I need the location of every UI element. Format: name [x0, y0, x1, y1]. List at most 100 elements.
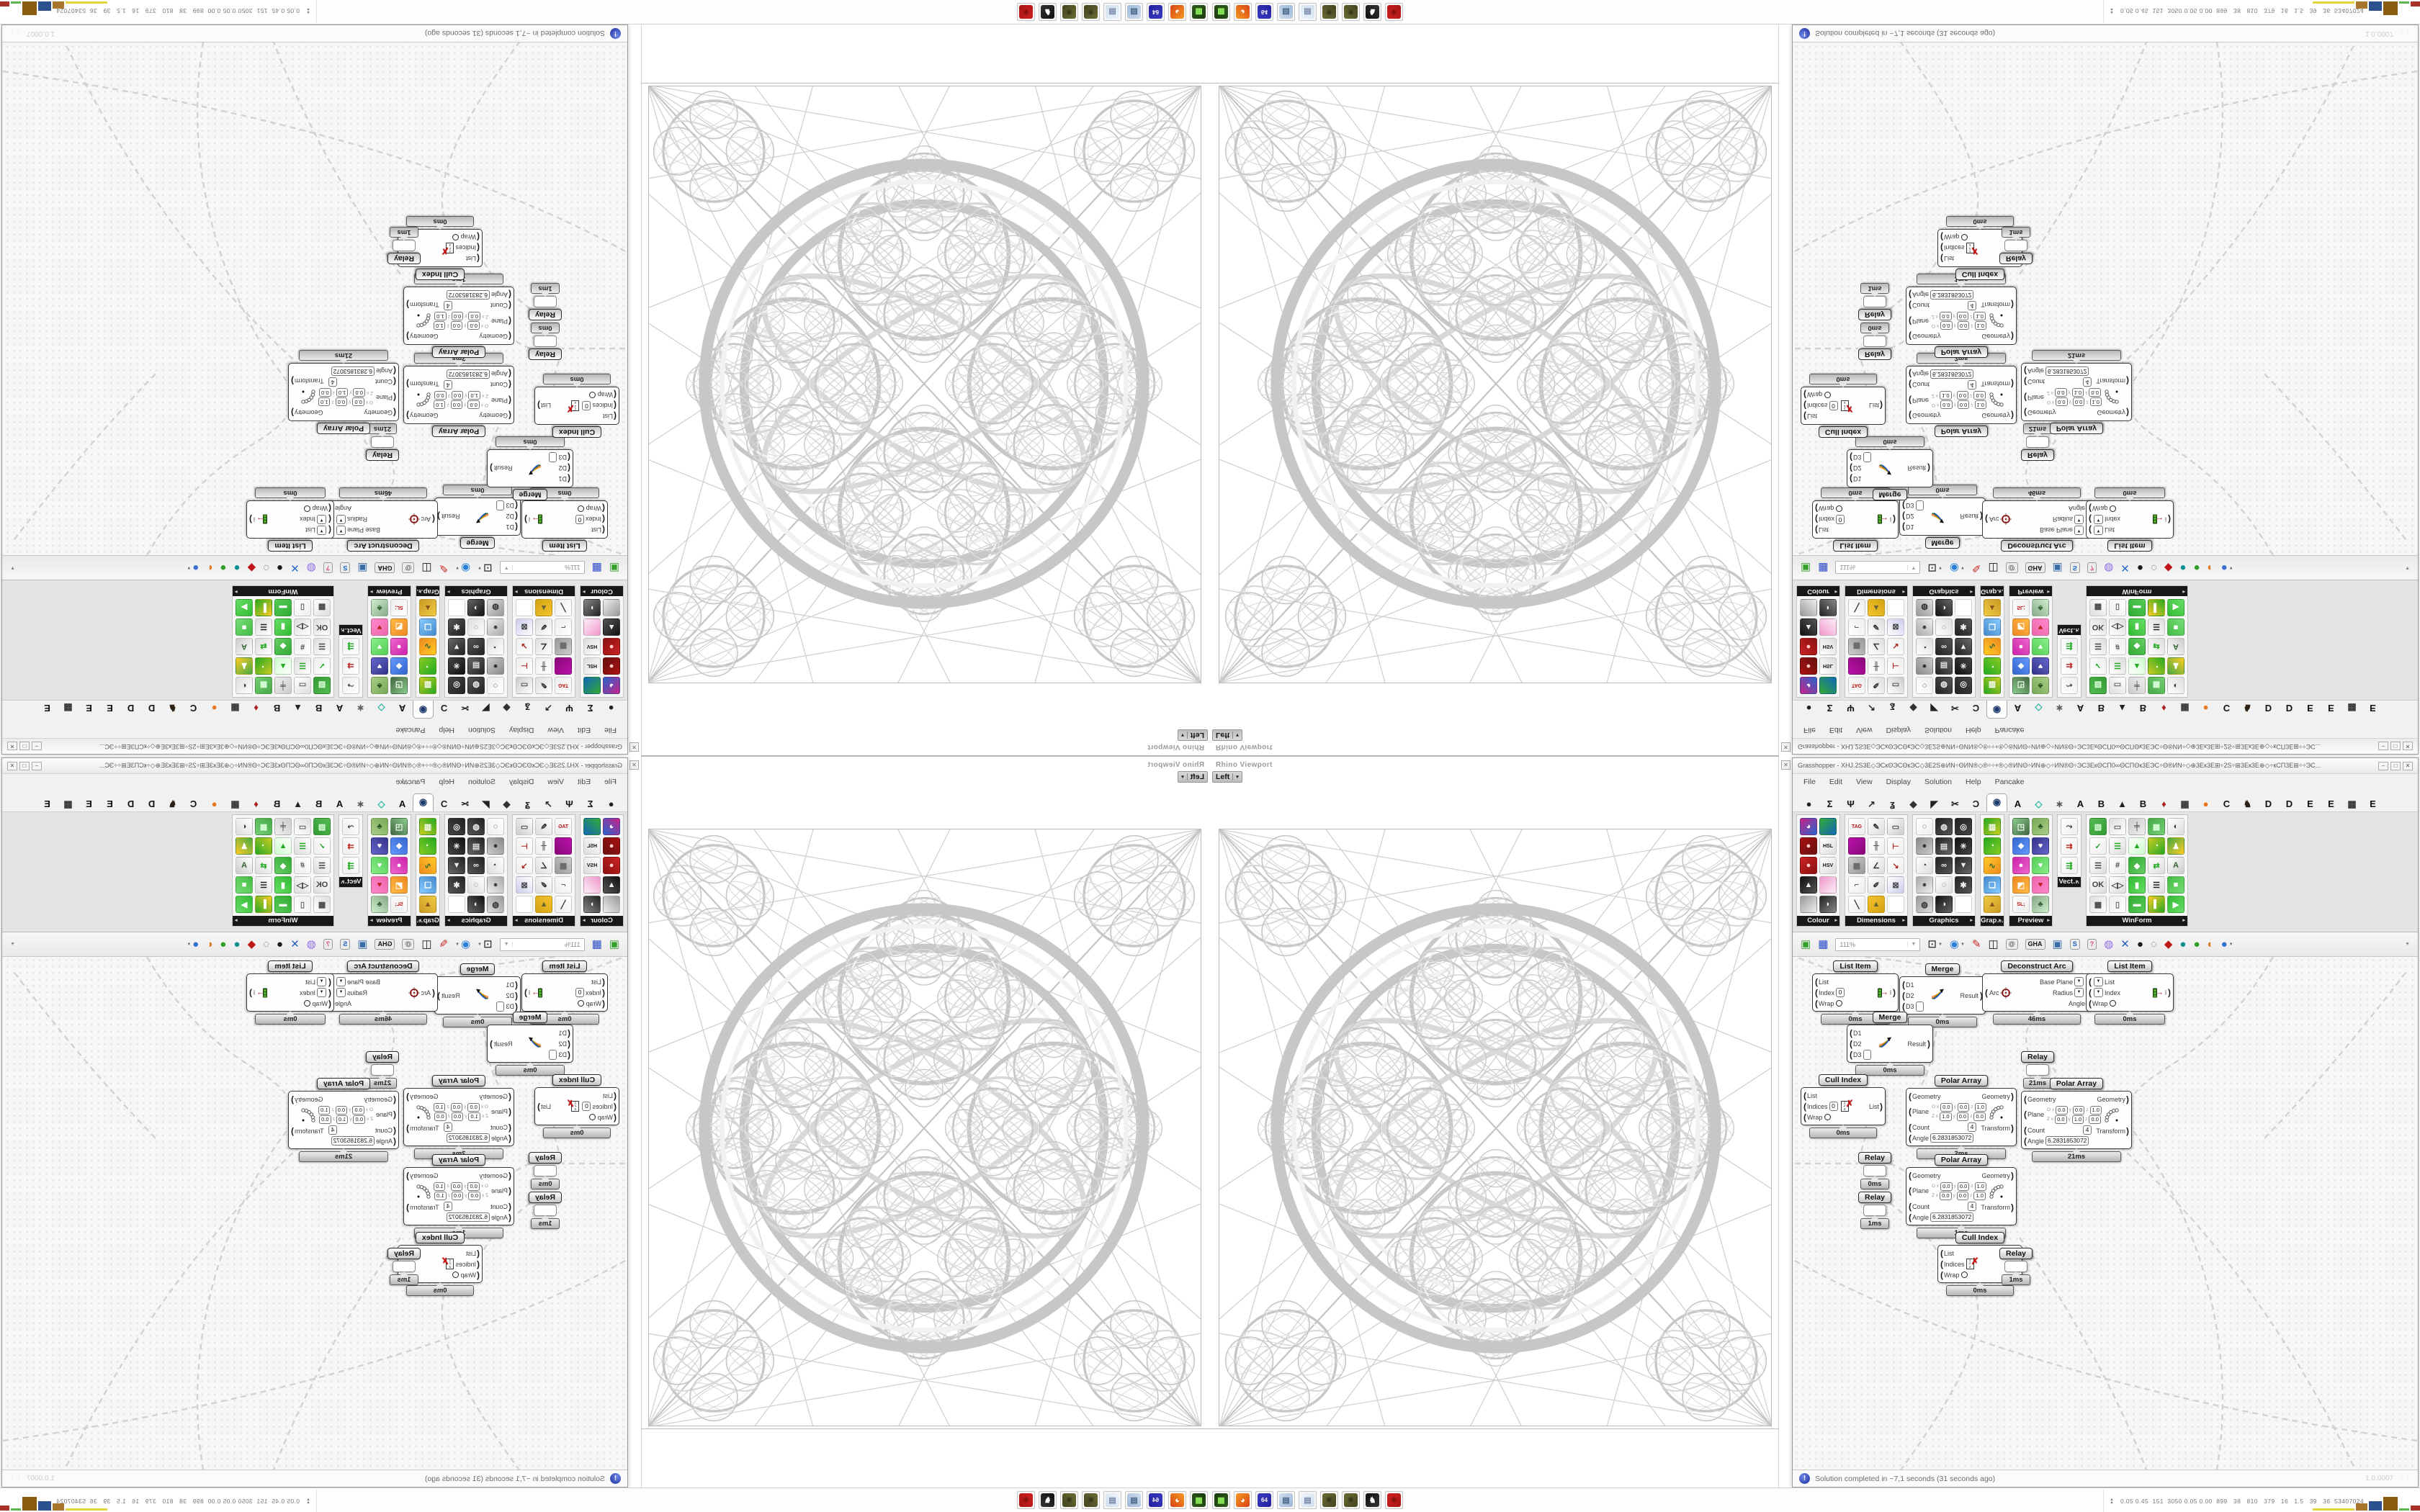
- palette-icon[interactable]: ▨: [2089, 677, 2107, 694]
- tab-17[interactable]: ♦: [2161, 703, 2166, 714]
- component-body[interactable]: (List(Index 0(Wrap → i): [1812, 973, 1899, 1012]
- palette-icon[interactable]: TAG: [1848, 677, 1865, 694]
- tab-21[interactable]: ♞: [168, 798, 177, 809]
- coin-2-icon[interactable]: ✳: [1060, 1491, 1078, 1509]
- palette-icon[interactable]: ◎: [448, 818, 465, 835]
- palette-icon[interactable]: HSV: [1819, 638, 1837, 655]
- wrap-radio[interactable]: [303, 1000, 310, 1007]
- component-body[interactable]: (Geometry(Plane O x 0.0 y 0.0 z 1.0 Z x 0.0 y 1.0 z…: [2021, 363, 2132, 421]
- palette-icon[interactable]: ◔: [2148, 837, 2165, 855]
- publish-icon[interactable]: ▣: [2052, 562, 2063, 574]
- component-body[interactable]: (Geometry(Plane O x 0.0 y 0.0 z 1.0 Z x 0.0 y 1.0 z…: [2021, 1091, 2132, 1149]
- menu-help[interactable]: Help: [439, 778, 455, 786]
- palette-icon[interactable]: ⇄: [255, 857, 272, 874]
- zoom-extents-icon[interactable]: ⊡ ▼: [1927, 562, 1942, 574]
- palette-icon[interactable]: ∞: [1935, 638, 1953, 655]
- palette-icon[interactable]: ◑: [1935, 599, 1953, 616]
- palette-icon[interactable]: HSV: [1819, 857, 1837, 874]
- sphere-wire-icon[interactable]: ◌: [263, 938, 270, 950]
- floppy-64-icon[interactable]: 64: [1147, 3, 1165, 21]
- maximize-button[interactable]: □: [19, 742, 30, 751]
- palette-icon[interactable]: ▤: [467, 657, 485, 675]
- wrap-radio[interactable]: [1824, 392, 1832, 398]
- palette-icon[interactable]: ⊠: [516, 618, 533, 636]
- palette-icon[interactable]: ▥: [419, 677, 436, 694]
- shade-teal-icon[interactable]: ●: [233, 562, 241, 574]
- palette-group-label[interactable]: Dimensions ▸: [1845, 586, 1907, 596]
- palette-icon[interactable]: ◁▷: [2109, 618, 2126, 636]
- tab-12[interactable]: ∗: [357, 798, 364, 809]
- palette-icon[interactable]: [1819, 876, 1837, 894]
- palette-icon[interactable]: ⤳: [342, 677, 359, 694]
- tab-19[interactable]: ●: [2202, 703, 2209, 714]
- palette-icon[interactable]: TAG: [555, 677, 572, 694]
- viewport-view-button[interactable]: Left ▾: [1178, 729, 1208, 741]
- component-body[interactable]: [2004, 240, 2027, 251]
- palette-icon[interactable]: ◌: [487, 818, 504, 835]
- tab-3[interactable]: ↗: [1868, 798, 1876, 809]
- palette-group-label[interactable]: Colour ▸: [1797, 916, 1839, 926]
- palette-icon[interactable]: #: [294, 638, 311, 655]
- open-icon[interactable]: ▣: [1801, 562, 1811, 574]
- palette-icon[interactable]: ▲: [419, 599, 436, 616]
- palette-icon[interactable]: ◍: [1916, 896, 1933, 913]
- palette-icon[interactable]: ◩: [390, 876, 408, 894]
- palette-icon[interactable]: ✳: [448, 837, 465, 855]
- palette-icon[interactable]: ◩: [390, 618, 408, 636]
- wrap-radio[interactable]: [452, 234, 459, 240]
- palette-icon[interactable]: ◔: [2148, 657, 2165, 675]
- component-list-item[interactable]: List Item(▼ List(▼ Index(Wrap → i) 0ms: [2086, 960, 2174, 1025]
- wrap-radio[interactable]: [2110, 1000, 2117, 1007]
- component-body[interactable]: [1863, 336, 1886, 347]
- palette-group-label[interactable]: Graphics ▸: [1913, 916, 1975, 926]
- palette-icon[interactable]: ▬: [274, 896, 292, 913]
- palette-icon[interactable]: ♥: [371, 837, 388, 855]
- palette-icon[interactable]: ▨: [2089, 818, 2107, 835]
- palette-icon[interactable]: ●: [1800, 857, 1817, 874]
- palette-icon[interactable]: ╪: [274, 677, 292, 694]
- palette-icon[interactable]: ▮: [274, 876, 292, 894]
- palette-group-label[interactable]: Grap… ▸: [416, 916, 439, 926]
- palette-icon[interactable]: ▼: [1955, 857, 1972, 874]
- palette-icon[interactable]: ⌐: [1848, 876, 1865, 894]
- tab-26[interactable]: ▩: [63, 703, 73, 714]
- shade-orange-icon[interactable]: ◐: [206, 938, 213, 950]
- palette-icon[interactable]: SL;: [390, 599, 408, 616]
- component-relay[interactable]: Relay 1ms: [387, 227, 421, 264]
- component-body[interactable]: (D1(D2(D3 Result): [1899, 976, 1986, 1014]
- wrap-radio[interactable]: [588, 392, 596, 398]
- palette-icon[interactable]: [1887, 896, 1904, 913]
- shade-orange-icon[interactable]: ◐: [2207, 562, 2214, 574]
- palette-icon[interactable]: ◁▷: [2109, 876, 2126, 894]
- palette-icon[interactable]: ⌐: [1848, 618, 1865, 636]
- palette-icon[interactable]: ♣: [371, 896, 388, 913]
- publish-icon[interactable]: ▣: [357, 562, 368, 574]
- publish-icon[interactable]: ▣: [2052, 938, 2063, 950]
- palette-icon[interactable]: [448, 896, 465, 913]
- tab-4[interactable]: ʓ: [1890, 798, 1895, 809]
- palette-icon[interactable]: ◆: [2128, 638, 2146, 655]
- grasshopper-canvas[interactable]: List Item(List(Index 0(Wrap → i) 0ms Merge(D1…: [3, 42, 627, 555]
- palette-icon[interactable]: ●: [603, 857, 620, 874]
- tab-13[interactable]: A: [2076, 703, 2084, 714]
- resize-grip-icon[interactable]: ⋮⋮: [9, 30, 22, 37]
- component-body[interactable]: Base Plane▼)Radius▼)Angle)(Arc: [328, 500, 438, 539]
- palette-icon[interactable]: ♥: [371, 857, 388, 874]
- component-body[interactable]: [1863, 1205, 1886, 1216]
- palette-icon[interactable]: HSL: [1819, 837, 1837, 855]
- crossed-wires-icon[interactable]: ✕: [2120, 938, 2130, 950]
- palette-icon[interactable]: ⇄: [2148, 638, 2165, 655]
- palette-icon[interactable]: ⤳: [2061, 677, 2078, 694]
- menu-display[interactable]: Display: [508, 778, 534, 786]
- component-list-item[interactable]: List Item(▼ List(▼ Index(Wrap → i) 0ms: [246, 960, 334, 1025]
- tab-25[interactable]: E: [86, 703, 92, 714]
- palette-icon[interactable]: ◍: [1935, 818, 1953, 835]
- palette-group-label[interactable]: Colour ▸: [581, 586, 623, 596]
- palette-icon[interactable]: [583, 876, 601, 894]
- component-merge[interactable]: Merge(D1(D2(D3 Result) 0ms: [434, 485, 521, 549]
- palette-icon[interactable]: ▭: [294, 818, 311, 835]
- palette-icon[interactable]: ●: [487, 618, 504, 636]
- menu-edit[interactable]: Edit: [577, 778, 591, 786]
- palette-icon[interactable]: ◍: [467, 677, 485, 694]
- component-relay[interactable]: Relay 1ms: [528, 283, 563, 320]
